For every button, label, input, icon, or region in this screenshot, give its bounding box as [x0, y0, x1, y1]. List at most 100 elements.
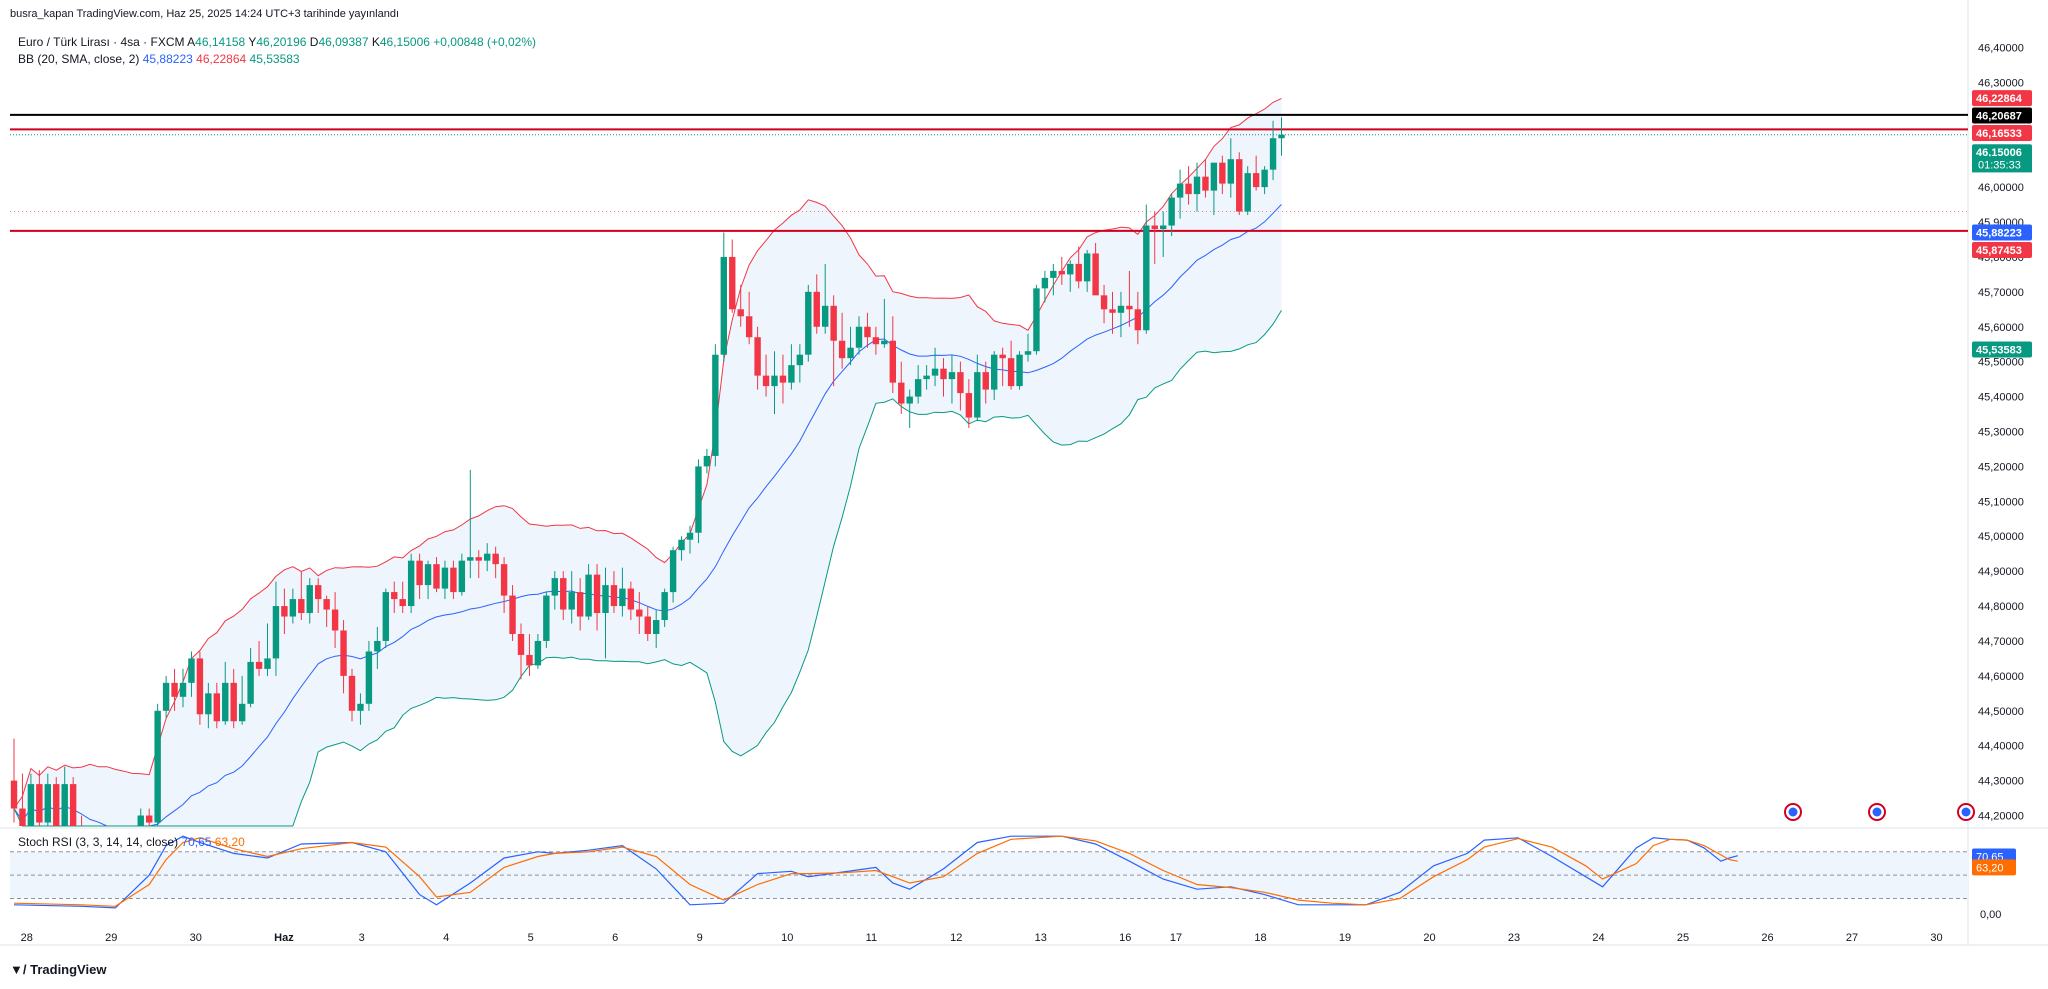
candle-body: [1193, 176, 1201, 195]
candle-body: [796, 354, 804, 366]
upper-band-tag: 46,22864: [1976, 93, 2023, 105]
candle-body: [171, 682, 178, 697]
candle-body: [433, 564, 440, 589]
time-tick-label: 25: [1677, 932, 1689, 944]
price-tick-label: 45,60000: [1978, 322, 2024, 334]
candle-body: [754, 337, 761, 376]
candle-body: [610, 585, 618, 607]
candle-body: [340, 630, 347, 676]
price-tick-label: 44,20000: [1978, 811, 2024, 823]
candle-body: [1227, 159, 1234, 184]
event-marker-dot: [1872, 807, 1882, 817]
candle-body: [69, 784, 77, 826]
candle-body: [1261, 169, 1268, 188]
time-tick-label: 18: [1254, 932, 1266, 944]
candle-body: [450, 567, 457, 593]
candle-body: [1092, 253, 1099, 296]
rsi-label: Stoch RSI (3, 3, 14, 14, close): [18, 835, 179, 849]
candle-body: [906, 396, 913, 404]
candle-body: [1050, 270, 1057, 278]
candle-body: [1269, 138, 1277, 170]
candle-body: [264, 658, 271, 669]
candle-body: [948, 372, 956, 380]
red-line-bottom-tag: 45,87453: [1976, 245, 2022, 257]
candle-body: [678, 539, 685, 551]
candle-body: [196, 658, 204, 715]
candle-body: [509, 595, 516, 634]
rsi-legend[interactable]: Stoch RSI (3, 3, 14, 14, close) 70,65 63…: [18, 835, 245, 849]
lower-band-tag: 45,53583: [1976, 344, 2022, 356]
candle-body: [1058, 270, 1065, 275]
time-tick-label: 13: [1035, 932, 1047, 944]
candle-body: [306, 585, 313, 614]
black-line-tag: 46,20687: [1976, 111, 2022, 123]
candle-body: [1117, 305, 1125, 313]
time-tick-label: 24: [1592, 932, 1604, 944]
basis-tag: 45,88223: [1976, 227, 2022, 239]
candle-body: [602, 585, 609, 614]
time-tick-label: 11: [866, 932, 877, 944]
countdown-tag-bg: [1972, 156, 2032, 173]
candle-body: [931, 368, 939, 376]
candle-body: [1252, 173, 1260, 188]
candle-body: [822, 305, 829, 327]
time-tick-label: 26: [1761, 932, 1773, 944]
time-tick-label: 10: [781, 932, 793, 944]
candle-body: [957, 372, 964, 394]
basis-tag-bg: [1972, 224, 2032, 241]
rsi-d-tag-bg: [1972, 859, 2016, 876]
candle-body: [914, 379, 922, 397]
candle-body: [847, 347, 854, 359]
candle-body: [712, 354, 719, 456]
close-tag-bg: [1972, 144, 2032, 161]
symbol-title[interactable]: Euro / Türk Lirası · 4sa · FXCM: [18, 35, 185, 49]
logo-icon: ▼/: [10, 962, 27, 977]
candle-body: [205, 693, 212, 715]
candle-body: [898, 382, 905, 404]
candle-body: [1033, 288, 1040, 352]
close-value: 46,15006: [379, 35, 430, 49]
price-tick-label: 46,40000: [1978, 42, 2024, 54]
time-tick-label: 16: [1119, 932, 1131, 944]
candle-body: [1202, 176, 1209, 191]
low-value: 46,09387: [318, 35, 369, 49]
candle-body: [44, 784, 51, 823]
candle-body: [593, 574, 601, 614]
symbol-legend: Euro / Türk Lirası · 4sa · FXCM A46,1415…: [18, 35, 536, 49]
time-tick-label: Haz: [274, 932, 294, 944]
open-label: A: [187, 35, 196, 49]
candle-body: [492, 553, 499, 565]
rsi-d-value: 63,20: [214, 835, 245, 849]
candle-body: [1185, 183, 1192, 195]
candle-body: [543, 595, 550, 641]
bb-lower-line: [13, 310, 1282, 827]
candle-body: [703, 455, 711, 467]
candle-body: [289, 599, 297, 617]
candle-body: [331, 609, 339, 631]
candle-body: [864, 326, 871, 338]
price-tick-label: 45,30000: [1978, 426, 2024, 438]
high-value: 46,20196: [256, 35, 307, 49]
low-label: D: [309, 35, 319, 49]
bb-band-fill: [14, 98, 1282, 826]
time-tick-label: 9: [697, 932, 703, 944]
candle-body: [982, 372, 989, 390]
candle-body: [230, 682, 237, 722]
candle-body: [1176, 183, 1184, 198]
upper-band-tag-bg: [1972, 90, 2032, 107]
time-tick-label: 23: [1508, 932, 1520, 944]
price-tick-label: 44,70000: [1978, 636, 2024, 648]
candle-body: [1210, 162, 1218, 191]
bb-legend[interactable]: BB (20, SMA, close, 2) 45,88223 46,22864…: [18, 52, 300, 66]
event-marker-dot: [1788, 807, 1798, 817]
candle-body: [315, 585, 322, 600]
candle-body: [779, 375, 787, 383]
candle-body: [146, 815, 153, 823]
candle-body: [1278, 134, 1285, 139]
candle-body: [695, 466, 702, 533]
time-tick-label: 4: [443, 932, 449, 944]
red-line-top-tag-bg: [1972, 124, 2032, 141]
candle-body: [1236, 159, 1243, 212]
candle-body: [272, 606, 280, 659]
